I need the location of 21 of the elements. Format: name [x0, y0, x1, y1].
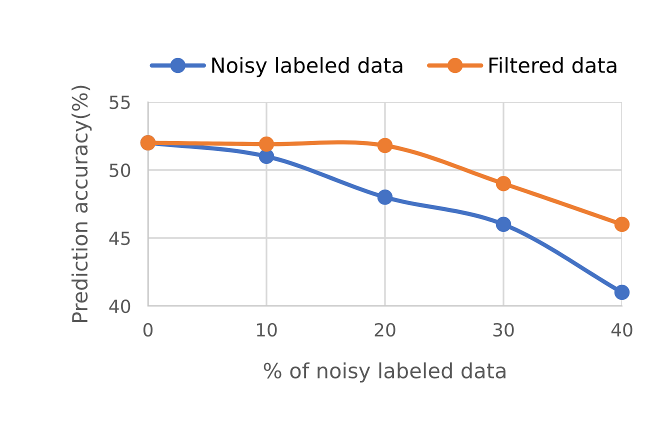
x-tick-label: 40 — [611, 322, 632, 337]
point — [258, 136, 274, 152]
point — [377, 138, 393, 154]
point — [496, 216, 512, 232]
y-tick-label: 40 — [109, 299, 130, 314]
legend-label: Noisy labeled data — [212, 56, 402, 78]
x-tick-label: 30 — [493, 322, 514, 337]
point — [258, 148, 274, 164]
x-axis-title: % of noisy labeled data — [264, 362, 506, 383]
point — [377, 190, 393, 205]
y-tick-label: 50 — [110, 163, 130, 178]
legend-label: Filtered data — [489, 56, 616, 74]
x-tick-label: 10 — [256, 322, 277, 337]
x-tick-label: 0 — [143, 322, 153, 337]
x-tick-label: 20 — [374, 322, 396, 337]
point — [614, 284, 630, 300]
y-tick-label: 45 — [109, 232, 130, 246]
point — [614, 216, 630, 232]
y-tick-label: 55 — [110, 96, 130, 110]
y-axis-title: Prediction accuracy(%) — [72, 86, 92, 322]
point — [496, 176, 512, 192]
